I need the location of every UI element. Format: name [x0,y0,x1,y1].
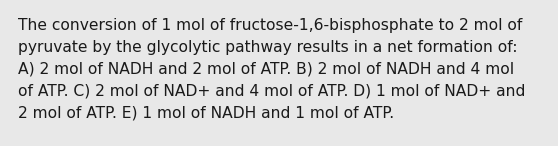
Text: A) 2 mol of NADH and 2 mol of ATP. B) 2 mol of NADH and 4 mol: A) 2 mol of NADH and 2 mol of ATP. B) 2 … [18,62,514,77]
Text: 2 mol of ATP. E) 1 mol of NADH and 1 mol of ATP.: 2 mol of ATP. E) 1 mol of NADH and 1 mol… [18,106,394,121]
Text: pyruvate by the glycolytic pathway results in a net formation of:: pyruvate by the glycolytic pathway resul… [18,40,517,55]
Text: of ATP. C) 2 mol of NAD+ and 4 mol of ATP. D) 1 mol of NAD+ and: of ATP. C) 2 mol of NAD+ and 4 mol of AT… [18,84,526,99]
Text: The conversion of 1 mol of fructose-1,6-bisphosphate to 2 mol of: The conversion of 1 mol of fructose-1,6-… [18,18,522,33]
